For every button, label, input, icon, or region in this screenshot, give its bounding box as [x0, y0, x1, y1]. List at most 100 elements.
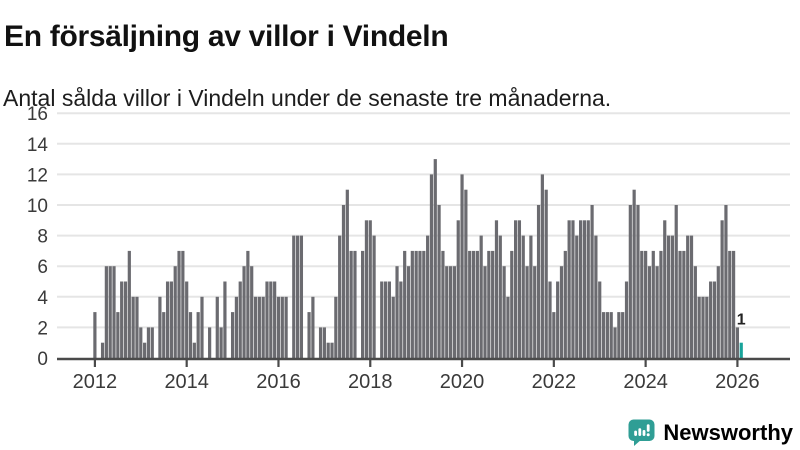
chart-title: En försäljning av villor i Vindeln — [4, 20, 449, 54]
bar — [655, 266, 659, 358]
bar — [647, 266, 652, 358]
y-axis-label: 10 — [27, 196, 48, 217]
bar — [338, 235, 342, 358]
bar — [387, 281, 391, 358]
chart-subtitle: Antal sålda villor i Vindeln under de se… — [3, 85, 612, 111]
bar — [559, 266, 564, 358]
bar — [341, 205, 346, 358]
bar — [322, 327, 326, 358]
bar — [514, 220, 518, 358]
bar — [552, 312, 556, 358]
newsworthy-icon — [628, 419, 655, 446]
bar — [150, 327, 154, 358]
bar — [383, 281, 388, 358]
bar — [682, 250, 686, 358]
bar — [104, 266, 108, 358]
bar — [426, 235, 430, 358]
bar — [253, 296, 258, 358]
bar — [143, 342, 147, 358]
bar — [624, 281, 629, 358]
bar — [131, 296, 135, 358]
bar — [139, 327, 143, 358]
bar — [116, 312, 120, 358]
bar — [544, 189, 548, 358]
bar — [517, 220, 522, 358]
bar — [296, 235, 300, 358]
bar — [491, 250, 495, 358]
bar — [93, 312, 97, 358]
bar — [651, 250, 655, 358]
bar — [127, 250, 131, 358]
bar — [468, 250, 472, 358]
bar — [498, 235, 502, 358]
bar — [123, 281, 128, 358]
bar — [391, 296, 395, 358]
bar — [162, 312, 166, 358]
bar — [441, 250, 445, 358]
bar — [487, 250, 491, 358]
bar — [445, 266, 449, 358]
bar — [273, 281, 277, 358]
bar — [464, 189, 468, 358]
bar — [192, 342, 196, 358]
bar — [307, 312, 311, 358]
bar — [452, 266, 456, 358]
bar — [601, 312, 606, 358]
y-axis-label: 14 — [27, 135, 49, 156]
bar — [621, 312, 625, 358]
bar — [632, 189, 636, 358]
bar — [586, 220, 590, 358]
bar — [605, 312, 609, 358]
bar — [173, 266, 177, 358]
bar — [678, 250, 682, 358]
bar — [533, 266, 537, 358]
bar — [640, 250, 644, 358]
bar — [628, 205, 632, 358]
newsworthy-logo[interactable]: Newsworthy — [628, 419, 793, 446]
bar — [720, 220, 724, 358]
bar — [318, 327, 323, 358]
brand-name: Newsworthy — [663, 419, 793, 445]
bar — [510, 250, 514, 358]
bar — [697, 296, 701, 358]
bar — [731, 250, 736, 358]
bar — [540, 174, 544, 358]
bar — [575, 235, 579, 358]
bar — [582, 220, 587, 358]
latest-value-label: 1 — [737, 311, 746, 328]
bar — [617, 312, 621, 358]
bar — [276, 296, 281, 358]
bar — [257, 296, 261, 358]
bar — [108, 266, 112, 358]
x-axis-label: 2024 — [623, 371, 668, 393]
bar — [261, 296, 265, 358]
bar — [223, 281, 227, 358]
highlighted-bar — [739, 342, 743, 358]
bar — [372, 235, 376, 358]
x-axis-label: 2012 — [73, 371, 118, 393]
bar — [406, 266, 411, 358]
x-axis-label: 2014 — [164, 371, 209, 393]
bar — [448, 266, 453, 358]
bar — [234, 296, 239, 358]
bar — [563, 250, 567, 358]
bar — [284, 296, 288, 358]
bar — [330, 342, 334, 358]
bar — [410, 250, 414, 358]
bar — [525, 266, 529, 358]
y-axis-label: 4 — [37, 288, 48, 309]
y-axis-label: 2 — [37, 318, 48, 339]
x-axis-label: 2018 — [348, 371, 393, 393]
bar — [536, 205, 541, 358]
bar — [483, 266, 487, 358]
bar — [506, 296, 510, 358]
bar — [349, 250, 353, 358]
bar — [215, 296, 219, 358]
bar — [716, 266, 720, 358]
bar — [185, 281, 189, 358]
x-axis-label: 2020 — [440, 371, 485, 393]
bar — [326, 342, 330, 358]
bar — [265, 281, 269, 358]
bar — [712, 281, 717, 358]
x-axis-label: 2016 — [256, 371, 301, 393]
